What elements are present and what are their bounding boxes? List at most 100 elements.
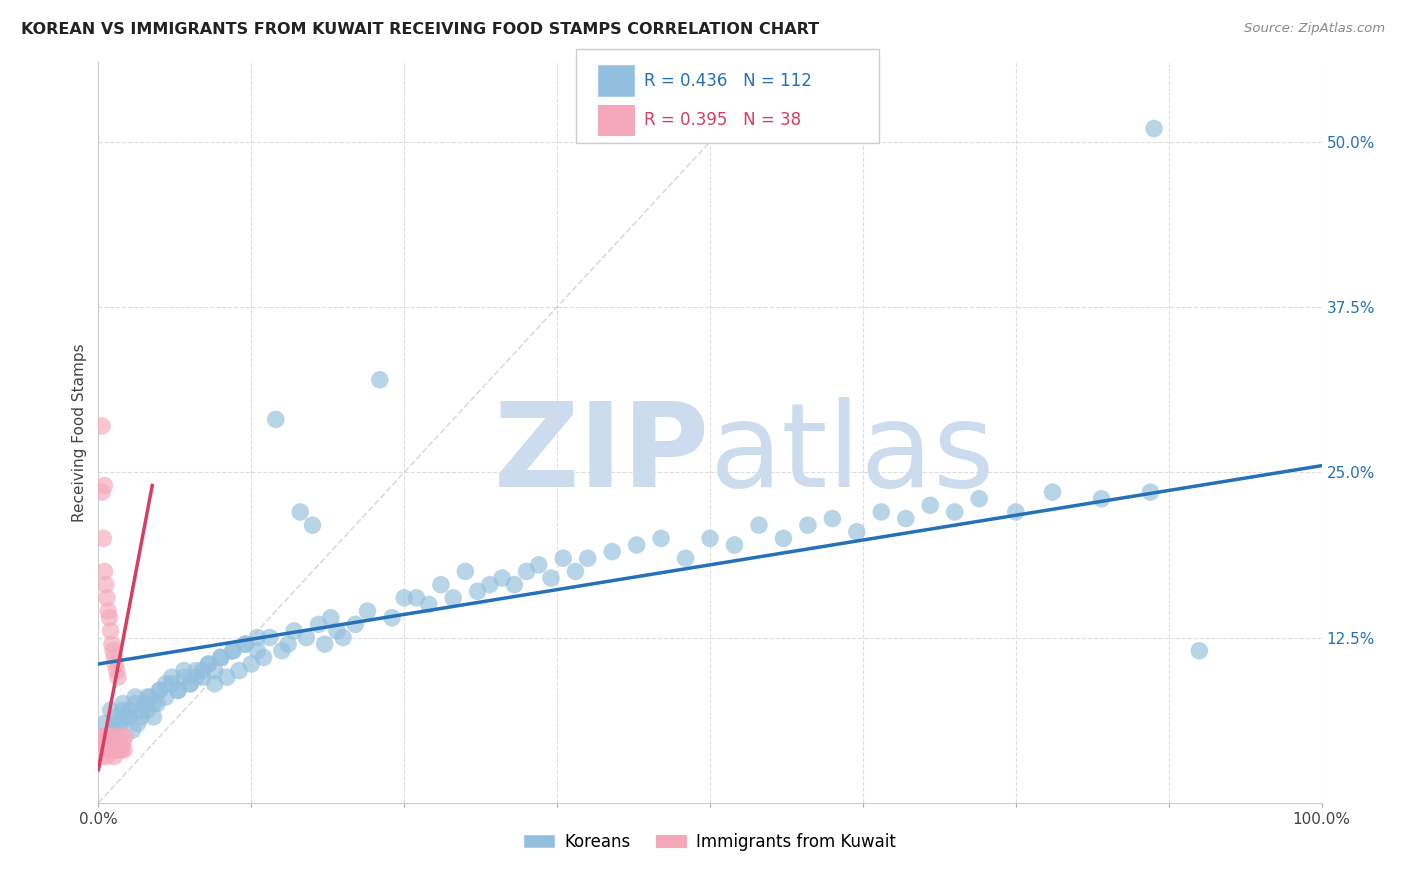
Point	[1004, 505, 1026, 519]
Point	[264, 412, 287, 426]
Point	[100, 730, 122, 744]
Point	[136, 690, 159, 704]
Point	[870, 505, 893, 519]
Point	[155, 690, 177, 704]
Point	[295, 631, 318, 645]
Text: R = 0.436   N = 112: R = 0.436 N = 112	[644, 71, 811, 89]
Point	[1090, 491, 1112, 506]
Point	[93, 478, 115, 492]
Point	[155, 677, 177, 691]
Point	[114, 730, 136, 744]
Point	[167, 683, 190, 698]
Point	[104, 657, 127, 671]
Point	[240, 657, 263, 671]
Point	[270, 644, 294, 658]
Point	[209, 650, 232, 665]
Point	[344, 617, 367, 632]
Point	[107, 670, 129, 684]
Point	[129, 703, 152, 717]
Point	[392, 591, 416, 605]
Point	[91, 532, 114, 546]
Point	[222, 644, 245, 658]
Point	[94, 743, 117, 757]
Point	[314, 637, 336, 651]
Point	[97, 730, 120, 744]
Point	[215, 670, 238, 684]
Point	[107, 736, 129, 750]
Point	[301, 518, 323, 533]
Point	[772, 532, 794, 546]
Point	[111, 743, 134, 757]
Text: Source: ZipAtlas.com: Source: ZipAtlas.com	[1244, 22, 1385, 36]
Point	[91, 419, 114, 434]
Point	[246, 631, 269, 645]
Text: ZIP: ZIP	[494, 397, 710, 512]
Point	[173, 664, 195, 678]
Point	[142, 710, 165, 724]
Point	[100, 703, 122, 717]
Point	[576, 551, 599, 566]
Point	[149, 683, 172, 698]
Point	[1139, 485, 1161, 500]
Point	[600, 544, 623, 558]
Point	[748, 518, 770, 533]
Point	[553, 551, 575, 566]
Point	[98, 743, 121, 757]
Text: atlas: atlas	[710, 397, 995, 512]
Point	[129, 710, 152, 724]
Point	[699, 532, 721, 546]
Point	[118, 710, 141, 724]
Point	[90, 743, 112, 757]
Point	[110, 730, 132, 744]
Point	[233, 637, 256, 651]
Point	[418, 598, 440, 612]
Point	[101, 743, 124, 757]
Point	[101, 637, 124, 651]
Point	[97, 736, 120, 750]
Point	[111, 697, 134, 711]
Point	[186, 664, 208, 678]
Point	[114, 710, 136, 724]
Point	[1042, 485, 1064, 500]
Point	[319, 610, 342, 624]
Point	[105, 664, 128, 678]
Point	[191, 670, 214, 684]
Point	[97, 604, 120, 618]
Y-axis label: Receiving Food Stamps: Receiving Food Stamps	[72, 343, 87, 522]
Point	[1188, 644, 1211, 658]
Point	[111, 736, 134, 750]
Point	[356, 604, 378, 618]
Point	[308, 617, 330, 632]
Point	[93, 730, 115, 744]
Point	[111, 703, 134, 717]
Point	[93, 565, 115, 579]
Point	[368, 373, 391, 387]
Point	[118, 703, 141, 717]
Point	[104, 730, 127, 744]
Point	[723, 538, 745, 552]
Point	[650, 532, 672, 546]
Point	[894, 511, 917, 525]
Point	[112, 743, 135, 757]
Text: KOREAN VS IMMIGRANTS FROM KUWAIT RECEIVING FOOD STAMPS CORRELATION CHART: KOREAN VS IMMIGRANTS FROM KUWAIT RECEIVI…	[21, 22, 820, 37]
Point	[91, 749, 114, 764]
Point	[91, 485, 114, 500]
Point	[103, 650, 125, 665]
Point	[246, 644, 269, 658]
Point	[160, 670, 183, 684]
Point	[845, 524, 868, 539]
Point	[179, 677, 201, 691]
Point	[101, 736, 124, 750]
Point	[101, 644, 124, 658]
Point	[191, 664, 214, 678]
Point	[98, 610, 121, 624]
Point	[233, 637, 256, 651]
Point	[204, 664, 226, 678]
Point	[134, 697, 156, 711]
Point	[252, 650, 274, 665]
Point	[103, 749, 125, 764]
Point	[139, 690, 162, 704]
Point	[675, 551, 697, 566]
Point	[454, 565, 477, 579]
Point	[290, 505, 312, 519]
